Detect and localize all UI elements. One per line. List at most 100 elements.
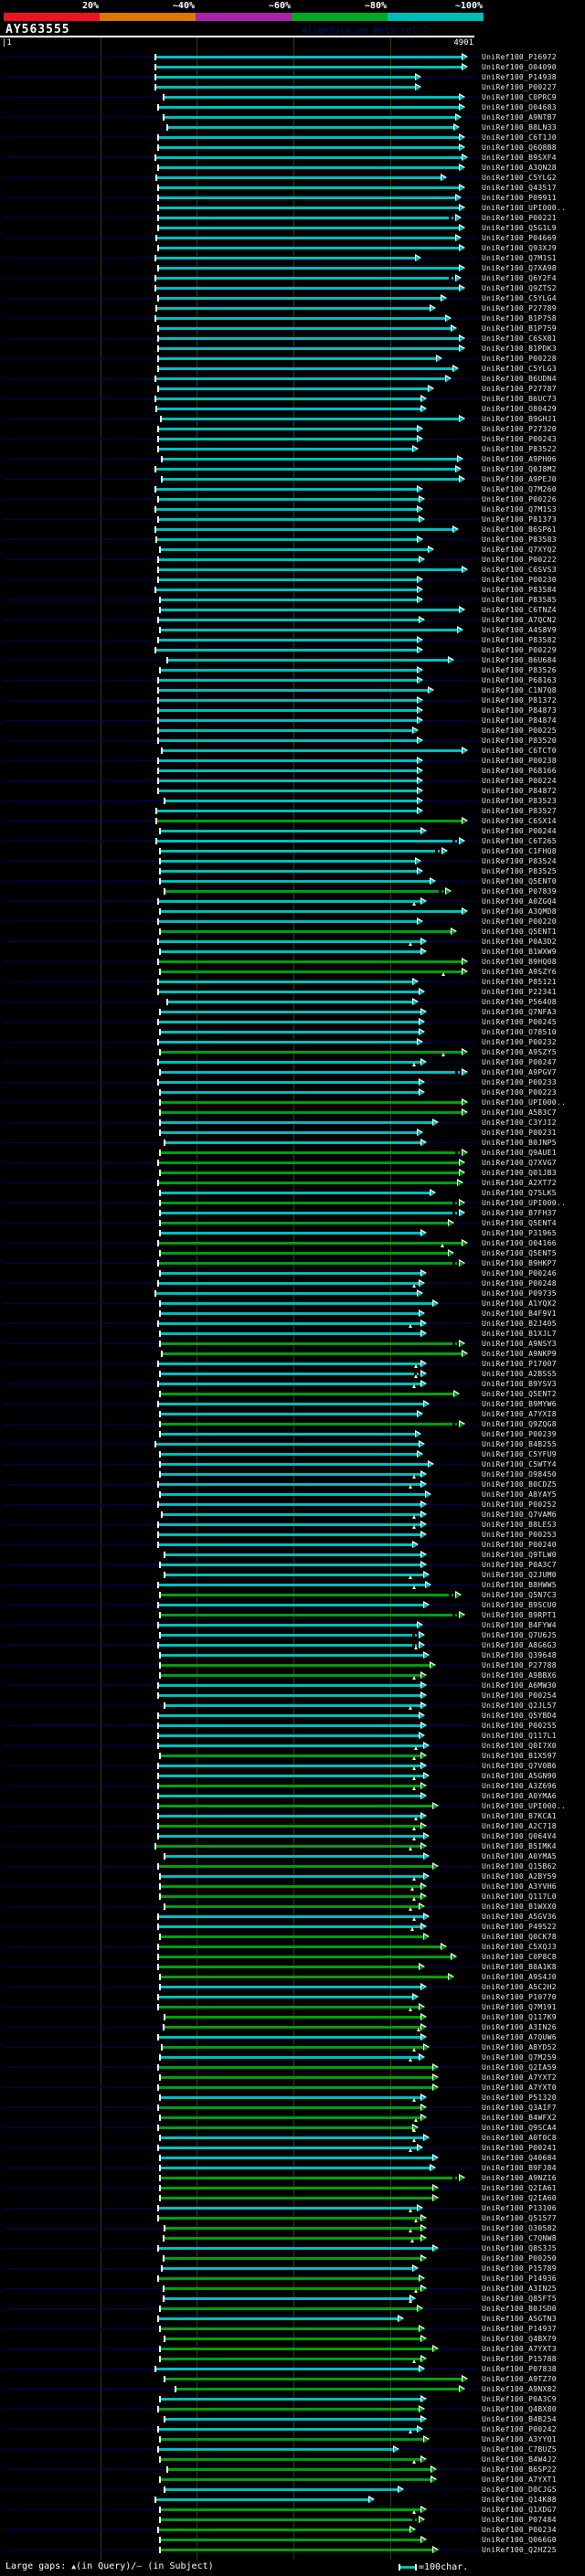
alignment-row[interactable]: UniRef100_A7YXT3	[0, 2344, 585, 2354]
alignment-row[interactable]: UniRef100_B1X597	[0, 1751, 585, 1761]
hit-id-label[interactable]: UniRef100_Q117K9	[482, 2013, 557, 2021]
hit-id-label[interactable]: UniRef100_P00228	[482, 355, 557, 363]
hit-id-label[interactable]: UniRef100_C7BUZ5	[482, 2445, 557, 2454]
hit-id-label[interactable]: UniRef100_A9NX82	[482, 2385, 557, 2393]
alignment-row[interactable]: UniRef100_P0A3C9	[0, 2394, 585, 2404]
alignment-row[interactable]: UniRef100_Q75LK5	[0, 1188, 585, 1198]
hit-id-label[interactable]: UniRef100_A3QMD8	[482, 907, 557, 916]
alignment-row[interactable]: UniRef100_UPI000..	[0, 1097, 585, 1108]
alignment-row[interactable]: UniRef100_B6SP22	[0, 2465, 585, 2475]
hit-id-label[interactable]: UniRef100_P00243	[482, 435, 557, 443]
hit-id-label[interactable]: UniRef100_B4FYW4	[482, 1621, 557, 1629]
hit-id-label[interactable]: UniRef100_P83522	[482, 445, 557, 453]
hit-id-label[interactable]: UniRef100_A9NSY3	[482, 1340, 557, 1348]
alignment-row[interactable]: UniRef100_P14937	[0, 2324, 585, 2334]
alignment-row[interactable]: UniRef100_Q5ENT4	[0, 1218, 585, 1228]
hit-id-label[interactable]: UniRef100_B1P758	[482, 314, 557, 323]
alignment-row[interactable]: UniRef100_B6U684	[0, 655, 585, 665]
hit-id-label[interactable]: UniRef100_Q7XVG7	[482, 1159, 557, 1167]
hit-id-label[interactable]: UniRef100_A5GV36	[482, 1913, 557, 1921]
alignment-row[interactable]: UniRef100_O04166	[0, 1238, 585, 1248]
alignment-row[interactable]: UniRef100_A5B3C7	[0, 1108, 585, 1118]
hit-id-label[interactable]: UniRef100_B9HKP7	[482, 1259, 557, 1267]
alignment-row[interactable]: UniRef100_P00220	[0, 917, 585, 927]
alignment-row[interactable]: UniRef100_P00231	[0, 1128, 585, 1138]
alignment-row[interactable]: UniRef100_P00242	[0, 2424, 585, 2434]
alignment-row[interactable]: UniRef100_P0A3D2	[0, 937, 585, 947]
hit-id-label[interactable]: UniRef100_B8LES3	[482, 1521, 557, 1529]
hit-id-label[interactable]: UniRef100_P00234	[482, 2526, 557, 2534]
hit-id-label[interactable]: UniRef100_C6SX81	[482, 334, 557, 343]
hit-id-label[interactable]: UniRef100_P83526	[482, 666, 557, 674]
hit-id-label[interactable]: UniRef100_Q3AIF7	[482, 2104, 557, 2112]
hit-id-label[interactable]: UniRef100_A7YXI8	[482, 1410, 557, 1418]
hit-id-label[interactable]: UniRef100_Q4BX79	[482, 2335, 557, 2343]
alignment-row[interactable]: UniRef100_C5WTY4	[0, 1459, 585, 1469]
alignment-row[interactable]: UniRef100_P07484	[0, 2515, 585, 2525]
alignment-row[interactable]: UniRef100_B4WFX2	[0, 2113, 585, 2123]
alignment-row[interactable]: UniRef100_Q9ZTS2	[0, 283, 585, 293]
hit-id-label[interactable]: UniRef100_C6SX14	[482, 817, 557, 825]
alignment-row[interactable]: UniRef100_A7YXT2	[0, 2072, 585, 2083]
alignment-row[interactable]: UniRef100_B1P758	[0, 313, 585, 323]
hit-id-label[interactable]: UniRef100_P83525	[482, 867, 557, 875]
hit-id-label[interactable]: UniRef100_A9NZI6	[482, 2174, 557, 2182]
alignment-row[interactable]: UniRef100_A5GTN3	[0, 2314, 585, 2324]
hit-id-label[interactable]: UniRef100_C6TCT0	[482, 747, 557, 755]
hit-id-label[interactable]: UniRef100_P10770	[482, 1993, 557, 2001]
alignment-row[interactable]: UniRef100_C5XQJ3	[0, 1942, 585, 1952]
hit-id-label[interactable]: UniRef100_A9NKP9	[482, 1350, 557, 1358]
alignment-row[interactable]: UniRef100_P22341	[0, 987, 585, 997]
hit-id-label[interactable]: UniRef100_P00230	[482, 576, 557, 584]
alignment-row[interactable]: UniRef100_A9SZY5	[0, 1047, 585, 1057]
hit-id-label[interactable]: UniRef100_A9PH06	[482, 455, 557, 463]
alignment-row[interactable]: UniRef100_B9YSV3	[0, 1379, 585, 1389]
alignment-row[interactable]: UniRef100_A9NX82	[0, 2384, 585, 2394]
hit-id-label[interactable]: UniRef100_P00227	[482, 83, 557, 91]
alignment-row[interactable]: UniRef100_B2J405	[0, 1319, 585, 1329]
alignment-row[interactable]: UniRef100_A5GV36	[0, 1912, 585, 1922]
hit-id-label[interactable]: UniRef100_Q9ZQG8	[482, 1420, 557, 1428]
alignment-row[interactable]: UniRef100_P00255	[0, 1721, 585, 1731]
hit-id-label[interactable]: UniRef100_B4F9V1	[482, 1309, 557, 1318]
hit-id-label[interactable]: UniRef100_A7QUW6	[482, 2033, 557, 2041]
alignment-row[interactable]: UniRef100_A3QMD8	[0, 906, 585, 917]
hit-id-label[interactable]: UniRef100_O04166	[482, 1239, 557, 1247]
hit-id-label[interactable]: UniRef100_A9BBX6	[482, 1671, 557, 1680]
hit-id-label[interactable]: UniRef100_P68166	[482, 767, 557, 775]
alignment-row[interactable]: UniRef100_A7QUW6	[0, 2032, 585, 2042]
hit-id-label[interactable]: UniRef100_A0T0C8	[482, 2134, 557, 2142]
alignment-row[interactable]: UniRef100_P00223	[0, 1087, 585, 1097]
alignment-row[interactable]: UniRef100_C6T1J0	[0, 133, 585, 143]
alignment-row[interactable]: UniRef100_A9S4J0	[0, 1972, 585, 1982]
alignment-row[interactable]: UniRef100_O80429	[0, 404, 585, 414]
hit-id-label[interactable]: UniRef100_Q0I7X0	[482, 1742, 557, 1750]
alignment-row[interactable]: UniRef100_A9NZI6	[0, 2173, 585, 2183]
alignment-row[interactable]: UniRef100_A9SZY6	[0, 967, 585, 977]
alignment-row[interactable]: UniRef100_B7KCA1	[0, 1811, 585, 1821]
hit-id-label[interactable]: UniRef100_P00231	[482, 1129, 557, 1137]
hit-id-label[interactable]: UniRef100_B1WXX0	[482, 1903, 557, 1911]
alignment-row[interactable]: UniRef100_P56408	[0, 997, 585, 1007]
alignment-row[interactable]: UniRef100_P83524	[0, 856, 585, 866]
alignment-row[interactable]: UniRef100_P07839	[0, 886, 585, 896]
alignment-row[interactable]: UniRef100_P68163	[0, 675, 585, 685]
alignment-row[interactable]: UniRef100_P51320	[0, 2093, 585, 2103]
alignment-row[interactable]: UniRef100_Q7M260	[0, 484, 585, 494]
hit-id-label[interactable]: UniRef100_A5B3C7	[482, 1108, 557, 1117]
hit-id-label[interactable]: UniRef100_Q75LK5	[482, 1189, 557, 1197]
hit-id-label[interactable]: UniRef100_P14936	[482, 2274, 557, 2283]
hit-id-label[interactable]: UniRef100_P31965	[482, 1229, 557, 1237]
hit-id-label[interactable]: UniRef100_P00239	[482, 1430, 557, 1438]
hit-id-label[interactable]: UniRef100_A7YXT3	[482, 2345, 557, 2353]
hit-id-label[interactable]: UniRef100_Q8S3J5	[482, 2244, 557, 2253]
hit-id-label[interactable]: UniRef100_B4WFX2	[482, 2114, 557, 2122]
hit-id-label[interactable]: UniRef100_B8HWW5	[482, 1581, 557, 1589]
hit-id-label[interactable]: UniRef100_P0A3C7	[482, 1561, 557, 1569]
alignment-row[interactable]: UniRef100_Q5ENT1	[0, 927, 585, 937]
alignment-row[interactable]: UniRef100_Q9ZQG8	[0, 1419, 585, 1429]
hit-id-label[interactable]: UniRef100_P00232	[482, 1038, 557, 1046]
alignment-row[interactable]: UniRef100_Q9TLW0	[0, 1550, 585, 1560]
hit-id-label[interactable]: UniRef100_A7YXT0	[482, 2083, 557, 2092]
alignment-row[interactable]: UniRef100_C6SX14	[0, 816, 585, 826]
